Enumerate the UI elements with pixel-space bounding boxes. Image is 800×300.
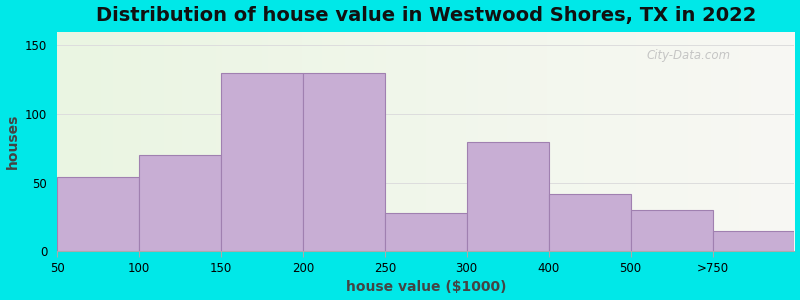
Text: City-Data.com: City-Data.com bbox=[647, 49, 731, 62]
Y-axis label: houses: houses bbox=[6, 114, 19, 169]
Bar bbox=[713, 231, 794, 251]
Bar bbox=[466, 142, 549, 251]
Bar bbox=[385, 213, 466, 251]
Bar bbox=[549, 194, 630, 251]
Bar bbox=[139, 155, 221, 251]
Title: Distribution of house value in Westwood Shores, TX in 2022: Distribution of house value in Westwood … bbox=[95, 6, 756, 25]
Bar bbox=[57, 177, 139, 251]
X-axis label: house value ($1000): house value ($1000) bbox=[346, 280, 506, 294]
Bar bbox=[303, 73, 385, 251]
Bar bbox=[630, 210, 713, 251]
Bar bbox=[221, 73, 303, 251]
